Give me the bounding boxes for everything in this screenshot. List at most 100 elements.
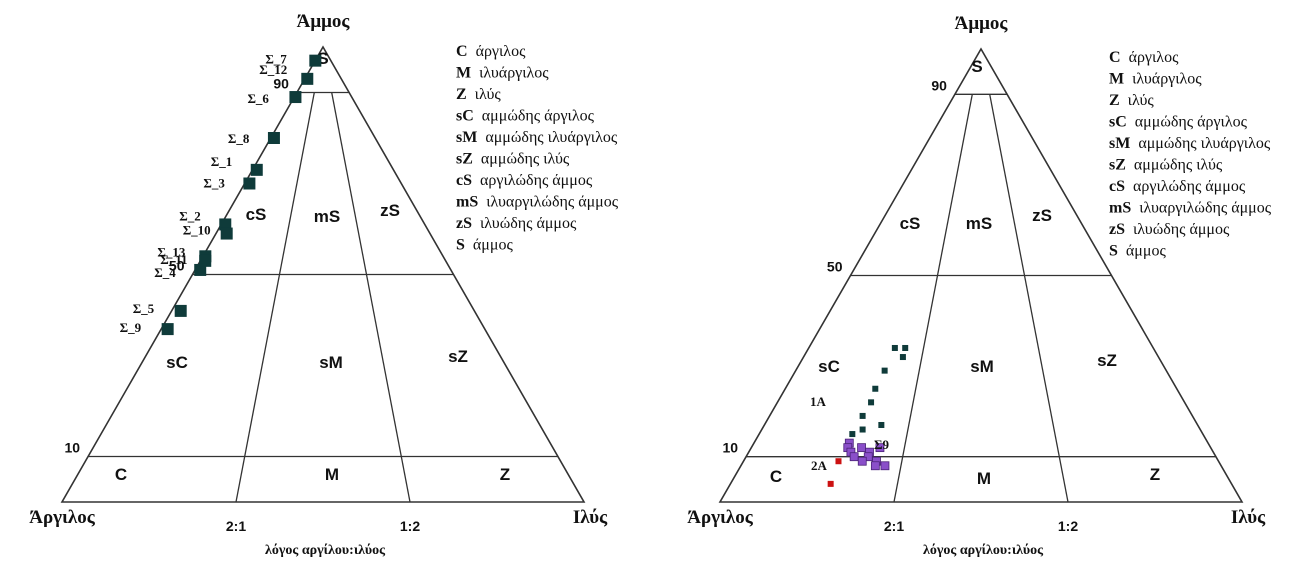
legend-text: ιλύς <box>475 86 502 103</box>
legend-code: cS <box>456 172 472 189</box>
region-label-zS: zS <box>1032 206 1052 225</box>
annotation-2: Σ9 <box>874 437 889 452</box>
region-label-S: S <box>971 57 982 76</box>
data-point-s0-7 <box>878 421 885 428</box>
sand-tick-2: 90 <box>931 77 947 93</box>
ternary-chart-right: 10 50 90 2:1 1:2 λόγος αργίλου:ιλύος Άμμος Άργι… <box>687 13 1272 558</box>
legend-entry-cS: cS αργιλώδης άμμος <box>456 172 593 189</box>
legend-code: cS <box>1109 178 1125 195</box>
legend-text: άμμος <box>1126 243 1167 260</box>
ratio-tick-1: 1:2 <box>400 518 420 534</box>
point-label-2: Σ_6 <box>247 91 269 106</box>
legend-code: S <box>1109 243 1118 260</box>
point-label-5: Σ_3 <box>203 176 225 191</box>
region-label-sZ: sZ <box>1097 351 1117 370</box>
data-point-s1-2 <box>857 443 866 453</box>
apex-label-top: Άμμος <box>297 11 351 32</box>
legend-code: mS <box>1109 200 1131 217</box>
region-label-mS: mS <box>314 207 340 226</box>
data-point-s2-0 <box>835 458 842 465</box>
legend-code: zS <box>456 215 472 232</box>
ratio-tick-1: 1:2 <box>1058 518 1078 534</box>
region-label-sM: sM <box>319 353 343 372</box>
legend-text: ιλυάργιλος <box>479 65 549 82</box>
data-point-s0-12 <box>161 323 174 336</box>
region-label-zS: zS <box>380 201 400 220</box>
legend-entry-sM: sM αμμώδης ιλυάργιλος <box>1109 135 1271 152</box>
sand-tick-2: 90 <box>273 76 289 92</box>
region-label-C: C <box>115 465 127 484</box>
point-label-1: Σ_12 <box>259 62 287 77</box>
data-point-s0-6 <box>219 218 232 231</box>
data-point-s0-11 <box>174 304 187 317</box>
legend-text: ιλυάργιλος <box>1132 71 1202 88</box>
legend-text: άργιλος <box>1129 49 1180 66</box>
data-point-s0-5 <box>243 177 256 190</box>
legend-code: C <box>1109 49 1121 66</box>
legend-text: ιλυαργιλώδης άμμος <box>486 194 619 211</box>
legend-text: ιλύς <box>1128 92 1155 109</box>
data-point-s0-9 <box>199 254 212 267</box>
sand-tick-1: 50 <box>827 259 843 275</box>
data-point-s0-0 <box>891 344 898 351</box>
point-label-8: Σ_13 <box>157 244 185 259</box>
region-label-M: M <box>977 469 991 488</box>
point-label-10: Σ_4 <box>154 265 176 280</box>
annotation-1: 2A <box>811 458 828 473</box>
legend-entry-sC: sC αμμώδης άργιλος <box>456 108 595 125</box>
x-axis-label: λόγος αργίλου:ιλύος <box>265 543 386 558</box>
point-label-12: Σ_9 <box>120 320 142 335</box>
data-point-s0-9 <box>849 431 856 438</box>
point-label-6: Σ_2 <box>179 208 201 223</box>
point-label-11: Σ_5 <box>133 301 155 316</box>
point-label-4: Σ_1 <box>211 154 233 169</box>
data-point-s0-10 <box>194 263 207 276</box>
data-point-s0-0 <box>309 54 322 67</box>
sand-tick-1: 50 <box>169 258 185 274</box>
legend-text: αμμώδης ιλύς <box>481 151 570 168</box>
legend-code: S <box>456 237 465 254</box>
ratio-line-0 <box>893 94 973 503</box>
legend-text: αμμώδης ιλυάργιλος <box>485 129 618 146</box>
legend-entry-sZ: sZ αμμώδης ιλύς <box>1109 157 1223 174</box>
region-label-sC: sC <box>818 357 840 376</box>
region-label-cS: cS <box>246 205 267 224</box>
legend-text: αργιλώδης άμμος <box>1133 178 1246 195</box>
point-label-0: Σ_7 <box>265 52 287 67</box>
legend-text: αμμώδης άργιλος <box>1135 114 1248 131</box>
data-point-s0-1 <box>902 344 909 351</box>
ratio-line-1 <box>989 94 1069 503</box>
legend-code: M <box>456 65 471 82</box>
region-label-Z: Z <box>500 465 510 484</box>
legend-text: ιλυώδης άμμος <box>480 215 577 232</box>
data-point-s0-2 <box>289 91 302 104</box>
point-label-7: Σ_10 <box>183 223 211 238</box>
data-point-s0-3 <box>881 367 888 374</box>
legend-entry-sC: sC αμμώδης άργιλος <box>1109 114 1248 131</box>
legend-entry-zS: zS ιλυώδης άμμος <box>456 215 577 232</box>
data-point-s2-1 <box>827 480 834 487</box>
region-label-C: C <box>770 467 782 486</box>
legend-text: άμμος <box>473 237 514 254</box>
data-point-s1-9 <box>870 461 880 471</box>
ratio-tick-0: 2:1 <box>884 518 904 534</box>
legend-code: sZ <box>1109 157 1126 174</box>
region-label-sZ: sZ <box>448 347 468 366</box>
legend-text: αμμώδης ιλυάργιλος <box>1138 135 1271 152</box>
data-point-s1-7 <box>857 456 867 466</box>
region-label-mS: mS <box>966 214 992 233</box>
legend-entry-sM: sM αμμώδης ιλυάργιλος <box>456 129 618 146</box>
data-point-s0-1 <box>301 72 314 85</box>
legend-code: zS <box>1109 221 1125 238</box>
legend-code: mS <box>456 194 478 211</box>
apex-label-left: Άργιλος <box>29 507 96 528</box>
legend-entry-sZ: sZ αμμώδης ιλύς <box>456 151 570 168</box>
x-axis-label: λόγος αργίλου:ιλύος <box>923 543 1044 558</box>
point-label-3: Σ_8 <box>228 131 250 146</box>
legend-text: αργιλώδης άμμος <box>480 172 593 189</box>
region-label-M: M <box>325 465 339 484</box>
region-label-S: S <box>317 49 328 68</box>
